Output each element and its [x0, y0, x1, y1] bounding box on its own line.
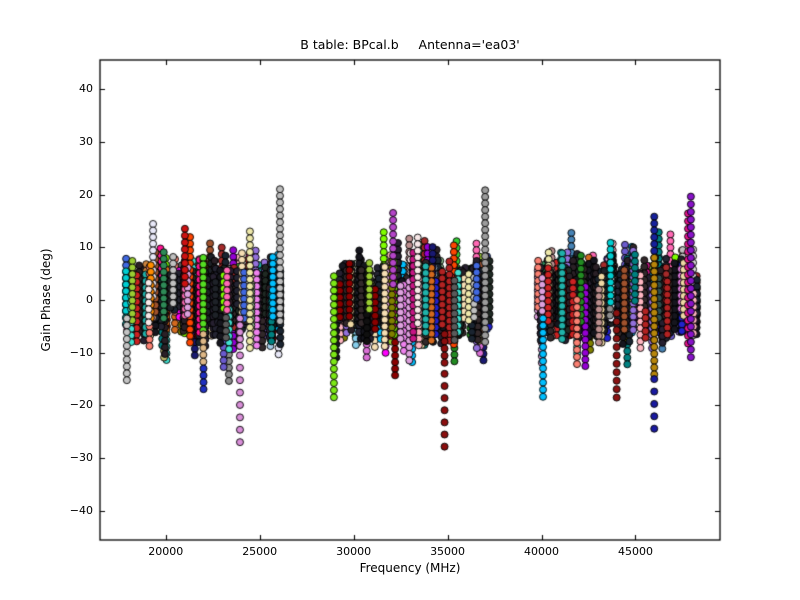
- x-tick-label: 45000: [617, 545, 653, 558]
- y-tick-label: −10: [69, 345, 93, 359]
- y-tick-label: 40: [79, 82, 93, 95]
- x-axis-label: Frequency (MHz): [359, 561, 461, 575]
- x-tick-label: 35000: [430, 545, 466, 558]
- chart-title: B table: BPcal.b Antenna='ea03': [300, 37, 520, 52]
- y-tick-label: −20: [69, 398, 93, 412]
- y-tick-label: 30: [79, 134, 93, 148]
- y-tick-label: 0: [86, 293, 93, 306]
- y-tick-label: −30: [69, 451, 93, 465]
- x-tick-label: 25000: [242, 545, 278, 558]
- y-tick-label: 20: [79, 187, 93, 201]
- y-tick-label: 10: [79, 240, 93, 254]
- x-tick-label: 40000: [524, 545, 559, 558]
- y-tick-label: −40: [69, 503, 93, 517]
- x-tick-label: 30000: [336, 545, 372, 558]
- x-tick-label: 20000: [148, 545, 184, 558]
